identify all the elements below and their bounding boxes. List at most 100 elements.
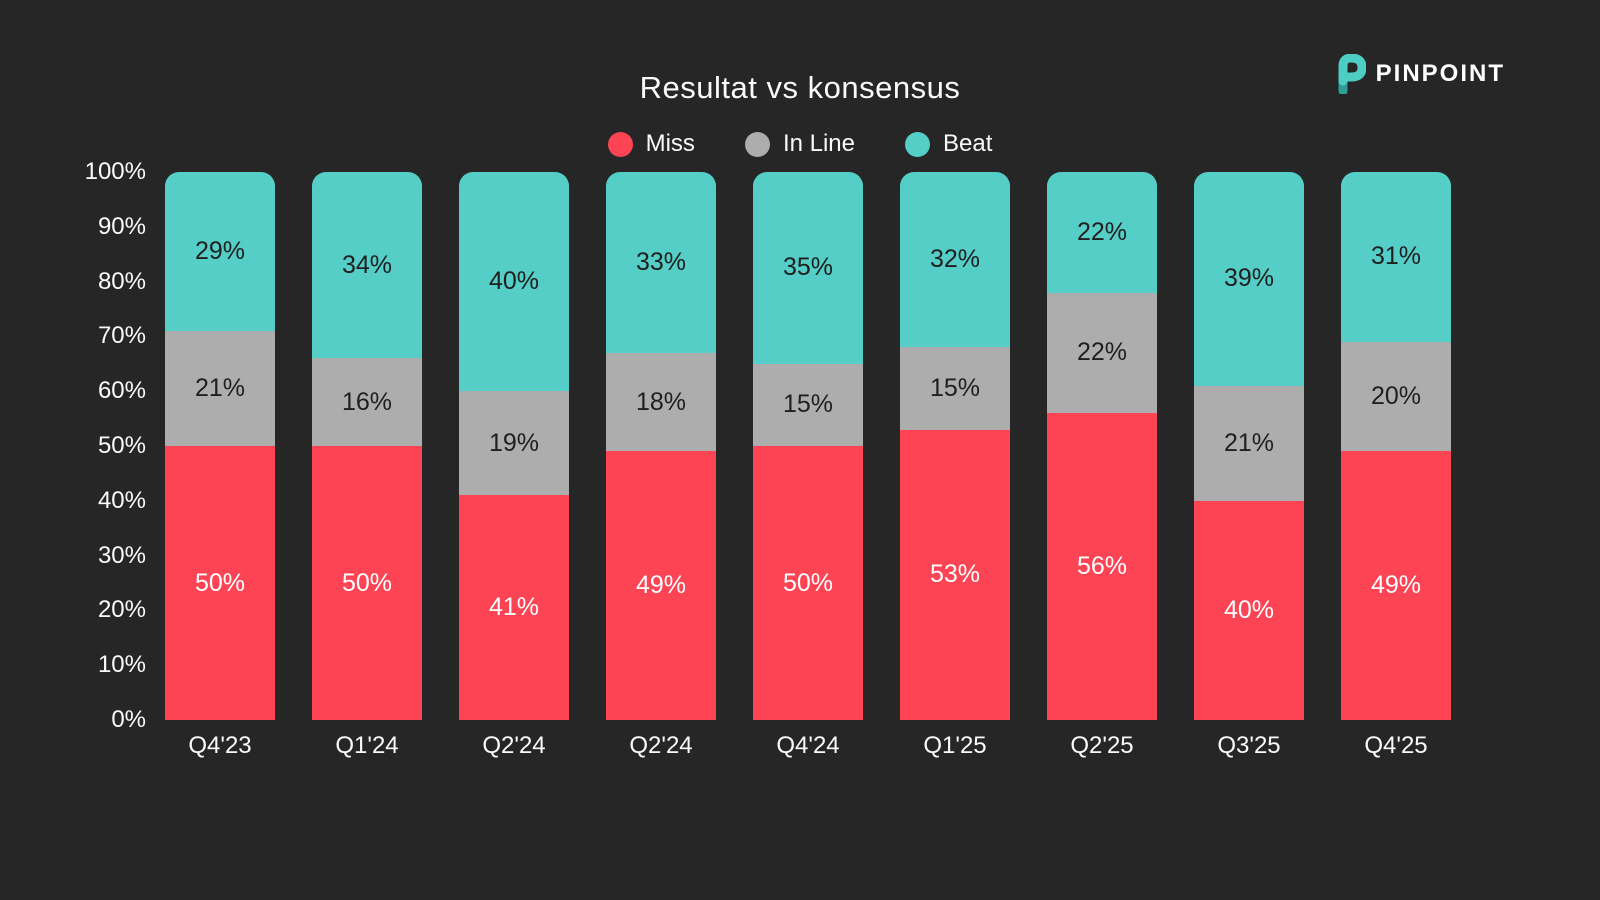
segment-value-label: 21% xyxy=(1223,428,1275,457)
segment-value-label: 41% xyxy=(488,593,540,622)
y-axis-tick: 100% xyxy=(84,158,146,185)
brand-logo: PINPOINT xyxy=(1332,54,1505,94)
bar-segment-beat: 33% xyxy=(606,172,716,353)
x-axis-label: Q4'23 xyxy=(188,732,252,759)
segment-value-label: 22% xyxy=(1076,338,1128,367)
stacked-bar: 49% 18% 33% xyxy=(606,172,716,720)
y-axis-tick: 90% xyxy=(97,212,146,240)
segment-value-label: 33% xyxy=(635,247,687,276)
segment-value-label: 34% xyxy=(341,250,393,279)
bar-column: 50% 15% 35% Q4'24 xyxy=(753,172,863,760)
segment-value-label: 31% xyxy=(1370,242,1422,271)
x-axis-label: Q1'24 xyxy=(335,732,399,759)
segment-value-label: 18% xyxy=(635,387,687,416)
segment-value-label: 49% xyxy=(635,571,687,600)
bar-segment-beat: 35% xyxy=(753,172,863,364)
bar-segment-miss: 49% xyxy=(1341,451,1451,720)
segment-value-label: 15% xyxy=(782,390,834,419)
segment-value-label: 21% xyxy=(194,373,246,402)
bar-segment-miss: 50% xyxy=(753,446,863,720)
x-axis-label: Q1'25 xyxy=(923,732,987,759)
bar-column: 49% 18% 33% Q2'24 xyxy=(606,172,716,760)
segment-value-label: 15% xyxy=(929,373,981,402)
bar-segment-in-line: 21% xyxy=(1194,385,1304,501)
pinpoint-p-icon xyxy=(1338,54,1366,94)
legend-label: In Line xyxy=(782,130,855,157)
stacked-bar-chart: 100% 90% 80% 70% 60% 50% 40% 30% 20% 10% 0% 50% 21%… xyxy=(0,158,1600,760)
segment-value-label: 16% xyxy=(341,387,393,416)
bar-segment-miss: 50% xyxy=(312,446,422,720)
x-axis-label: Q4'24 xyxy=(776,732,840,759)
stacked-bar: 53% 15% 32% xyxy=(900,172,1010,720)
bar-segment-beat: 32% xyxy=(900,172,1010,348)
legend-item-miss[interactable]: Miss xyxy=(607,130,695,158)
y-axis-tick: 0% xyxy=(111,706,146,733)
stacked-bar: 40% 21% 39% xyxy=(1194,172,1304,720)
bar-segment-beat: 31% xyxy=(1341,172,1451,342)
stacked-bar: 50% 21% 29% xyxy=(165,172,275,720)
bar-segment-miss: 49% xyxy=(606,451,716,720)
x-axis-label: Q2'24 xyxy=(629,732,693,759)
bar-segment-in-line: 19% xyxy=(459,391,569,496)
legend-dot-icon xyxy=(905,131,930,157)
segment-value-label: 49% xyxy=(1370,571,1422,600)
bar-column: 50% 21% 29% Q4'23 xyxy=(165,172,275,760)
bar-segment-beat: 22% xyxy=(1047,172,1157,293)
y-axis-tick: 20% xyxy=(97,596,146,624)
segment-value-label: 39% xyxy=(1223,264,1275,293)
segment-value-label: 50% xyxy=(194,568,246,597)
legend-item-beat[interactable]: Beat xyxy=(905,130,992,158)
bar-segment-miss: 40% xyxy=(1194,500,1304,720)
y-axis-tick: 40% xyxy=(97,486,146,514)
bar-segment-beat: 39% xyxy=(1194,172,1304,386)
legend-dot-icon xyxy=(607,131,633,157)
stacked-bar: 50% 15% 35% xyxy=(753,172,863,720)
bar-column: 53% 15% 32% Q1'25 xyxy=(900,172,1010,760)
x-axis-label: Q4'25 xyxy=(1364,732,1428,759)
y-axis-tick: 60% xyxy=(97,377,146,405)
segment-value-label: 29% xyxy=(194,236,246,265)
stacked-bar: 56% 22% 22% xyxy=(1047,172,1157,720)
segment-value-label: 50% xyxy=(782,568,834,597)
bar-segment-miss: 41% xyxy=(459,495,569,720)
stacked-bar: 50% 16% 34% xyxy=(312,172,422,720)
chart-legend: Miss In Line Beat xyxy=(0,130,1600,158)
bar-column: 49% 20% 31% Q4'25 xyxy=(1341,172,1451,760)
bar-segment-miss: 53% xyxy=(900,429,1010,720)
x-axis-label: Q3'25 xyxy=(1217,732,1281,759)
segment-value-label: 32% xyxy=(929,245,981,274)
legend-label: Beat xyxy=(943,130,993,157)
segment-value-label: 22% xyxy=(1076,217,1128,246)
segment-value-label: 50% xyxy=(341,568,393,597)
brand-name: PINPOINT xyxy=(1375,60,1505,87)
bar-column: 56% 22% 22% Q2'25 xyxy=(1047,172,1157,760)
segment-value-label: 19% xyxy=(488,428,540,457)
legend-label: Miss xyxy=(645,130,695,157)
y-axis-tick: 10% xyxy=(97,651,146,679)
y-axis-tick: 50% xyxy=(97,432,146,459)
segment-value-label: 56% xyxy=(1076,552,1128,581)
y-axis-tick: 70% xyxy=(97,322,146,350)
bar-segment-beat: 40% xyxy=(459,172,569,392)
bar-segment-in-line: 18% xyxy=(606,352,716,452)
bar-segment-miss: 50% xyxy=(165,446,275,720)
y-axis-tick: 80% xyxy=(97,267,146,295)
bars-area: 50% 21% 29% Q4'23 50% 16% 34% Q1'24 41% 19% 40% Q2'… xyxy=(146,172,1451,760)
page-title: Resultat vs konsensus xyxy=(639,70,961,105)
y-axis-tick: 30% xyxy=(97,541,146,569)
bar-segment-in-line: 15% xyxy=(900,347,1010,430)
legend-item-in-line[interactable]: In Line xyxy=(744,130,855,158)
legend-dot-icon xyxy=(744,131,770,157)
bar-segment-in-line: 16% xyxy=(312,358,422,446)
bar-column: 41% 19% 40% Q2'24 xyxy=(459,172,569,760)
x-axis-label: Q2'24 xyxy=(482,732,546,759)
bar-column: 50% 16% 34% Q1'24 xyxy=(312,172,422,760)
segment-value-label: 40% xyxy=(488,267,540,296)
bar-segment-in-line: 22% xyxy=(1047,292,1157,414)
segment-value-label: 35% xyxy=(782,253,834,282)
bar-segment-beat: 29% xyxy=(165,172,275,331)
segment-value-label: 20% xyxy=(1370,382,1422,411)
x-axis-label: Q2'25 xyxy=(1070,732,1134,759)
bar-segment-in-line: 21% xyxy=(165,330,275,446)
